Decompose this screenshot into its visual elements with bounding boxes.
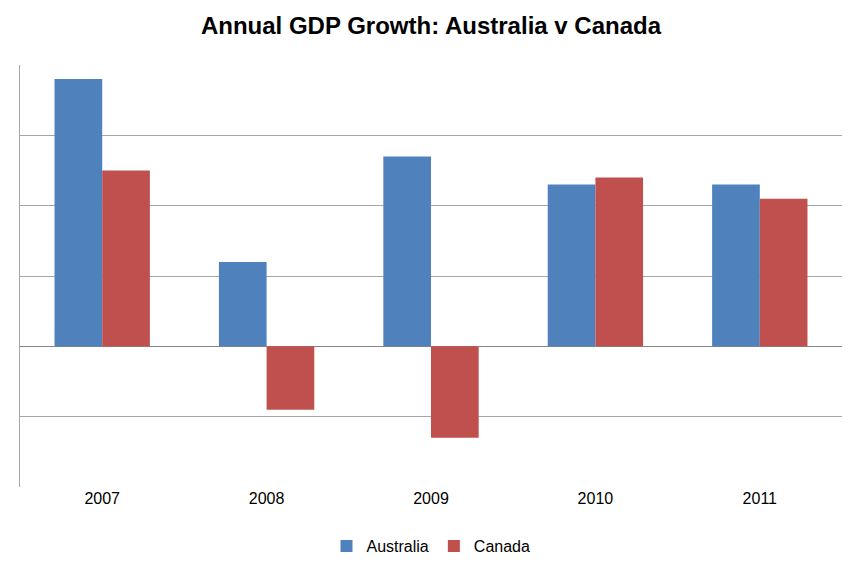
- svg-text:2008: 2008: [249, 490, 285, 507]
- svg-text:Australia: Australia: [367, 538, 429, 555]
- svg-text:Annual GDP Growth: Australia v: Annual GDP Growth: Australia v Canada: [201, 12, 662, 39]
- svg-text:2007: 2007: [84, 490, 120, 507]
- svg-text:2011: 2011: [743, 490, 778, 507]
- svg-text:2009: 2009: [413, 490, 449, 507]
- svg-text:Canada: Canada: [474, 538, 530, 555]
- svg-text:2010: 2010: [578, 490, 614, 507]
